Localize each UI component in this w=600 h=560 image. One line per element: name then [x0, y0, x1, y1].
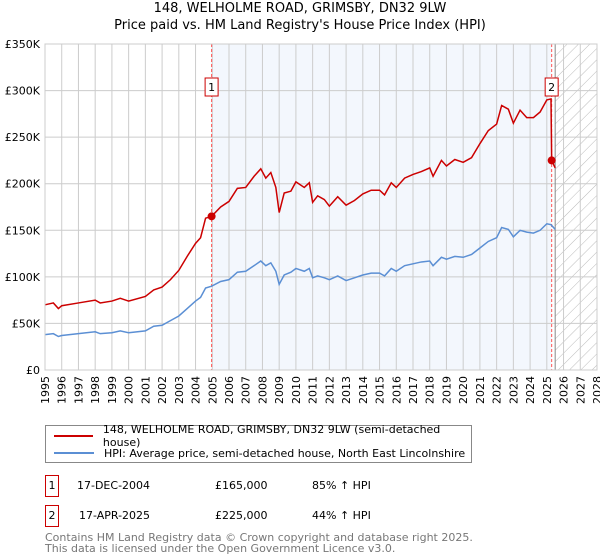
x-tick-label: 2006: [223, 376, 236, 404]
transaction-badge: 1: [45, 475, 59, 497]
transaction-row: 1 17-DEC-2004 £165,000 85% ↑ HPI: [45, 475, 445, 497]
annotation-box: [204, 77, 219, 97]
future-hatch: [555, 44, 597, 370]
price-chart: 1995 1996 1997 1998 1999 2000 2001 2002 2003 2004…: [5, 38, 600, 404]
x-tick-label: 2002: [156, 376, 169, 404]
legend-item-hpi: HPI: Average price, semi-detached house,…: [54, 445, 465, 461]
y-tick-label: £50K: [12, 317, 41, 330]
x-tick-label: 1997: [72, 376, 85, 404]
x-tick-label: 2004: [190, 376, 203, 404]
x-tick-label: 2013: [340, 376, 353, 404]
y-tick-label: £0: [26, 364, 40, 377]
transaction-price: £225,000: [215, 509, 268, 522]
x-tick-label: 2024: [524, 376, 537, 404]
ownership-shade: [211, 44, 552, 370]
y-tick-label: £200K: [5, 178, 41, 191]
series-line: [44, 222, 556, 338]
x-tick-label: 2015: [374, 376, 387, 404]
x-tick-label: 2021: [474, 376, 487, 404]
legend-label: HPI: Average price, semi-detached house,…: [104, 446, 466, 460]
transaction-date: 17-DEC-2004: [77, 479, 151, 492]
transaction-hpi: 85% ↑ HPI: [312, 479, 371, 492]
x-tick-label: 2003: [173, 376, 186, 404]
x-tick-label: 1996: [56, 376, 69, 404]
x-tick-label: 2028: [591, 376, 600, 404]
annotation-box: [544, 77, 559, 97]
transaction-row: 2 17-APR-2025 £225,000 44% ↑ HPI: [45, 505, 445, 527]
chart-title: 148, WELHOLME ROAD, GRIMSBY, DN32 9LW: [153, 1, 447, 16]
sale-point: [207, 212, 216, 221]
transaction-price: £165,000: [215, 479, 268, 492]
chart-subtitle: Price paid vs. HM Land Registry's House …: [114, 18, 486, 33]
legend-item-property: 148, WELHOLME ROAD, GRIMSBY, DN32 9LW (s…: [54, 423, 471, 449]
x-tick-label: 2000: [123, 376, 136, 404]
x-tick-label: 2008: [256, 376, 269, 404]
x-tick-label: 2014: [357, 376, 370, 404]
legend-swatch-red: [54, 435, 93, 437]
legend: 148, WELHOLME ROAD, GRIMSBY, DN32 9LW (s…: [45, 423, 472, 463]
y-tick-label: £250K: [5, 131, 41, 144]
x-tick-label: 1995: [39, 376, 52, 404]
x-tick-label: 2011: [307, 376, 320, 404]
x-tick-label: 2005: [206, 376, 219, 404]
y-tick-label: £150K: [5, 224, 41, 237]
x-tick-label: 2010: [290, 376, 303, 404]
annotation-label: 1: [208, 81, 215, 94]
x-tick-label: 2022: [491, 376, 504, 404]
legend-swatch-blue: [54, 452, 94, 454]
series-line: [44, 98, 556, 310]
transaction-hpi: 44% ↑ HPI: [312, 509, 371, 522]
x-tick-label: 2025: [541, 376, 554, 404]
y-tick-label: £100K: [5, 271, 41, 284]
annotation-label: 2: [548, 81, 555, 94]
footer-copyright: Contains HM Land Registry data © Crown c…: [45, 531, 473, 544]
transaction-badge: 2: [45, 505, 59, 527]
x-tick-label: 2009: [273, 376, 286, 404]
x-tick-label: 2018: [424, 376, 437, 404]
x-tick-label: 1998: [89, 376, 102, 404]
x-tick-label: 2027: [574, 376, 587, 404]
x-tick-label: 2017: [407, 376, 420, 404]
transaction-date: 17-APR-2025: [79, 509, 151, 522]
x-tick-label: 2012: [323, 376, 336, 404]
footer-licence: This data is licensed under the Open Gov…: [45, 542, 396, 555]
x-tick-label: 2007: [240, 376, 253, 404]
x-tick-label: 2026: [558, 376, 571, 404]
x-tick-label: 2020: [457, 376, 470, 404]
legend-label: 148, WELHOLME ROAD, GRIMSBY, DN32 9LW (s…: [102, 423, 441, 449]
y-tick-label: £300K: [5, 85, 41, 98]
x-tick-label: 2023: [507, 376, 520, 404]
x-tick-label: 2001: [139, 376, 152, 404]
sale-point: [547, 156, 556, 165]
x-tick-label: 1999: [106, 376, 119, 404]
plot-frame: [44, 43, 598, 371]
y-tick-label: £350K: [5, 38, 41, 51]
x-tick-label: 2016: [390, 376, 403, 404]
x-tick-label: 2019: [440, 376, 453, 404]
